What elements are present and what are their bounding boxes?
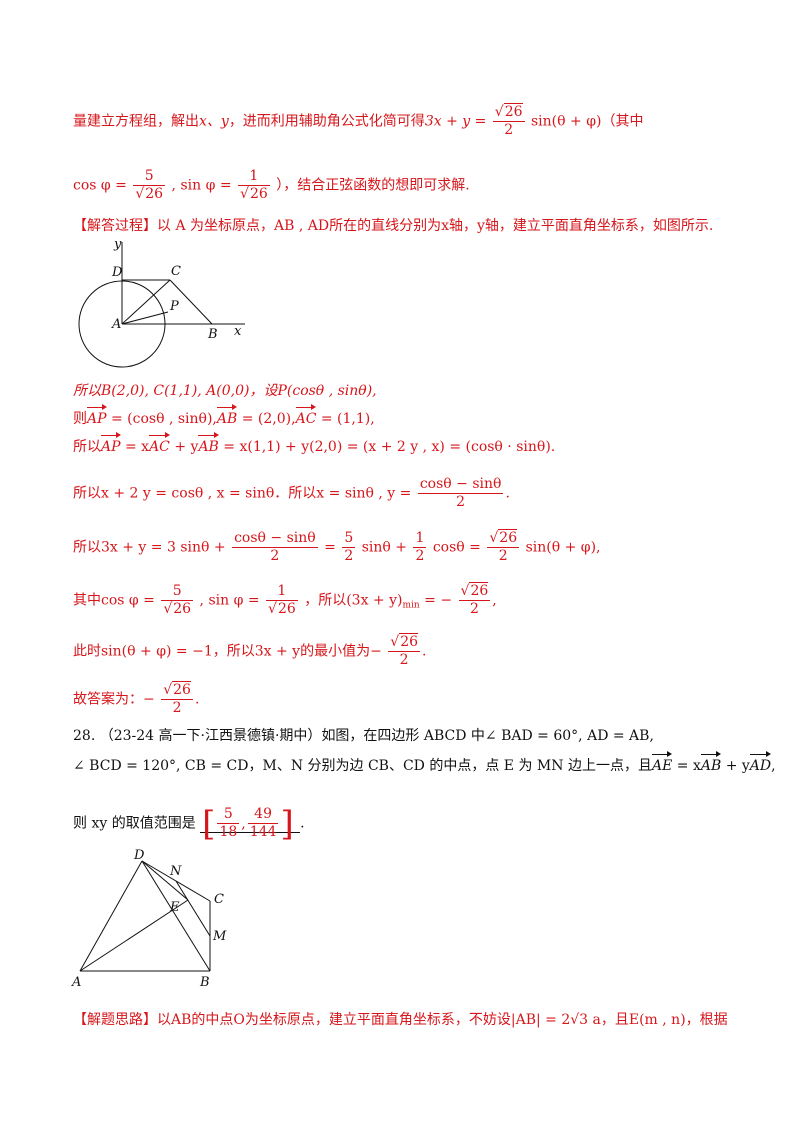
fraction: √26 2 — [161, 681, 193, 716]
line-1: 量建立方程组，解出x、y，进而利用辅助角公式化简可得3x + y = √26 2 … — [73, 103, 644, 139]
figure-circle-diagram: y D C P A B x — [78, 237, 245, 368]
fraction: cosθ − sinθ 2 — [417, 476, 504, 510]
label-A: A — [71, 975, 81, 990]
expr: 3x + y = — [424, 113, 487, 130]
vars: x、y — [199, 113, 229, 130]
vector-AP: AP — [87, 404, 107, 427]
fraction: 5 √26 — [161, 583, 194, 617]
fraction: cosθ − sinθ 2 — [232, 530, 318, 564]
vector-AE: AE — [651, 751, 673, 774]
label-B: B — [207, 327, 218, 342]
vector-AC: AC — [295, 404, 317, 427]
line-11: 故答案为：− √26 2. — [73, 681, 200, 716]
label-D: D — [133, 848, 145, 863]
label-M: M — [212, 929, 227, 944]
fraction: 1 √26 — [238, 168, 270, 202]
label-E: E — [169, 900, 180, 915]
vector-AB: AB — [198, 432, 220, 455]
section-tag: 【解题思路】 — [73, 1012, 157, 1028]
expr: , sin φ = — [171, 177, 232, 194]
label-C: C — [214, 892, 224, 907]
fraction: √26 2 — [492, 103, 525, 138]
question-28-line-1: 28. （23-24 高一下·江西景德镇·期中）如图，在四边形 ABCD 中∠ … — [73, 728, 654, 744]
fraction: √26 2 — [458, 582, 491, 617]
vector-AB: AB — [700, 751, 722, 774]
vector-AC: AC — [149, 432, 170, 455]
answer-blank: [5 18, 49 144] — [200, 806, 301, 841]
label-D: D — [111, 265, 123, 280]
label-A: A — [111, 317, 121, 332]
expr: sin(θ + φ) — [531, 113, 602, 130]
label-B: B — [199, 975, 210, 990]
figure-quadrilateral: D N E C M A B — [71, 848, 227, 990]
question-28-line-2: ∠ BCD = 120°, CB = CD，M、N 分别为边 CB、CD 的中点… — [73, 751, 776, 774]
line-2: cos φ = 5 √26 , sin φ = 1 √26 ），结合正弦函数的想即可… — [73, 168, 470, 203]
fraction: √26 2 — [388, 633, 421, 668]
question-source: （23-24 高一下·江西景德镇·期中） — [99, 728, 322, 744]
label-C: C — [171, 264, 181, 279]
fraction: 5 √26 — [133, 168, 166, 202]
fraction: 1 √26 — [266, 583, 298, 617]
text: ，进而利用辅助角公式化简可得 — [228, 113, 425, 130]
line-3: 【解答过程】以 A 为坐标原点，AB , AD所在的直线分别为x轴，y轴，建立平… — [73, 216, 713, 236]
line-last: 【解题思路】以AB的中点O为坐标原点，建立平面直角坐标系，不妨设|AB| = 2… — [73, 1012, 728, 1028]
expr: cos φ = — [73, 177, 127, 194]
line-4: 所以B(2,0), C(1,1), A(0,0)，设P(cosθ , sinθ)… — [73, 383, 377, 399]
label-N: N — [169, 864, 182, 879]
label-x: x — [234, 324, 242, 339]
label-P: P — [169, 299, 179, 314]
line-10: 此时sin(θ + φ) = −1，所以3x + y的最小值为− √26 2. — [73, 633, 427, 668]
text: ），结合正弦函数的想即可求解. — [276, 177, 470, 194]
vector-AB: AB — [216, 404, 238, 427]
question-28-line-3: 则 xy 的取值范围是 [5 18, 49 144] . — [73, 803, 305, 844]
question-number: 28. — [73, 728, 96, 744]
text: 量建立方程组，解出 — [73, 113, 199, 130]
text: 以 A 为坐标原点，AB , AD所在的直线分别为x轴，y轴，建立平面直角坐标系… — [157, 218, 714, 234]
text: （其中 — [601, 113, 644, 130]
vector-AD: AD — [749, 751, 772, 774]
line-9: 其中cos φ = 5 √26 , sin φ = 1 √26 ，所以(3x + y… — [73, 582, 497, 617]
vector-AP: AP — [101, 432, 121, 455]
line-5: 则AP = (cosθ , sinθ),AB = (2,0),AC = (1,1… — [73, 404, 375, 427]
label-y: y — [113, 237, 122, 252]
section-tag: 【解答过程】 — [73, 218, 157, 234]
line-7: 所以x + 2 y = cosθ , x = sinθ．所以x = sinθ ,… — [73, 476, 510, 510]
line-6: 所以AP = xAC + yAB = x(1,1) + y(2,0) = (x … — [73, 432, 556, 455]
fraction: √26 2 — [487, 529, 520, 564]
